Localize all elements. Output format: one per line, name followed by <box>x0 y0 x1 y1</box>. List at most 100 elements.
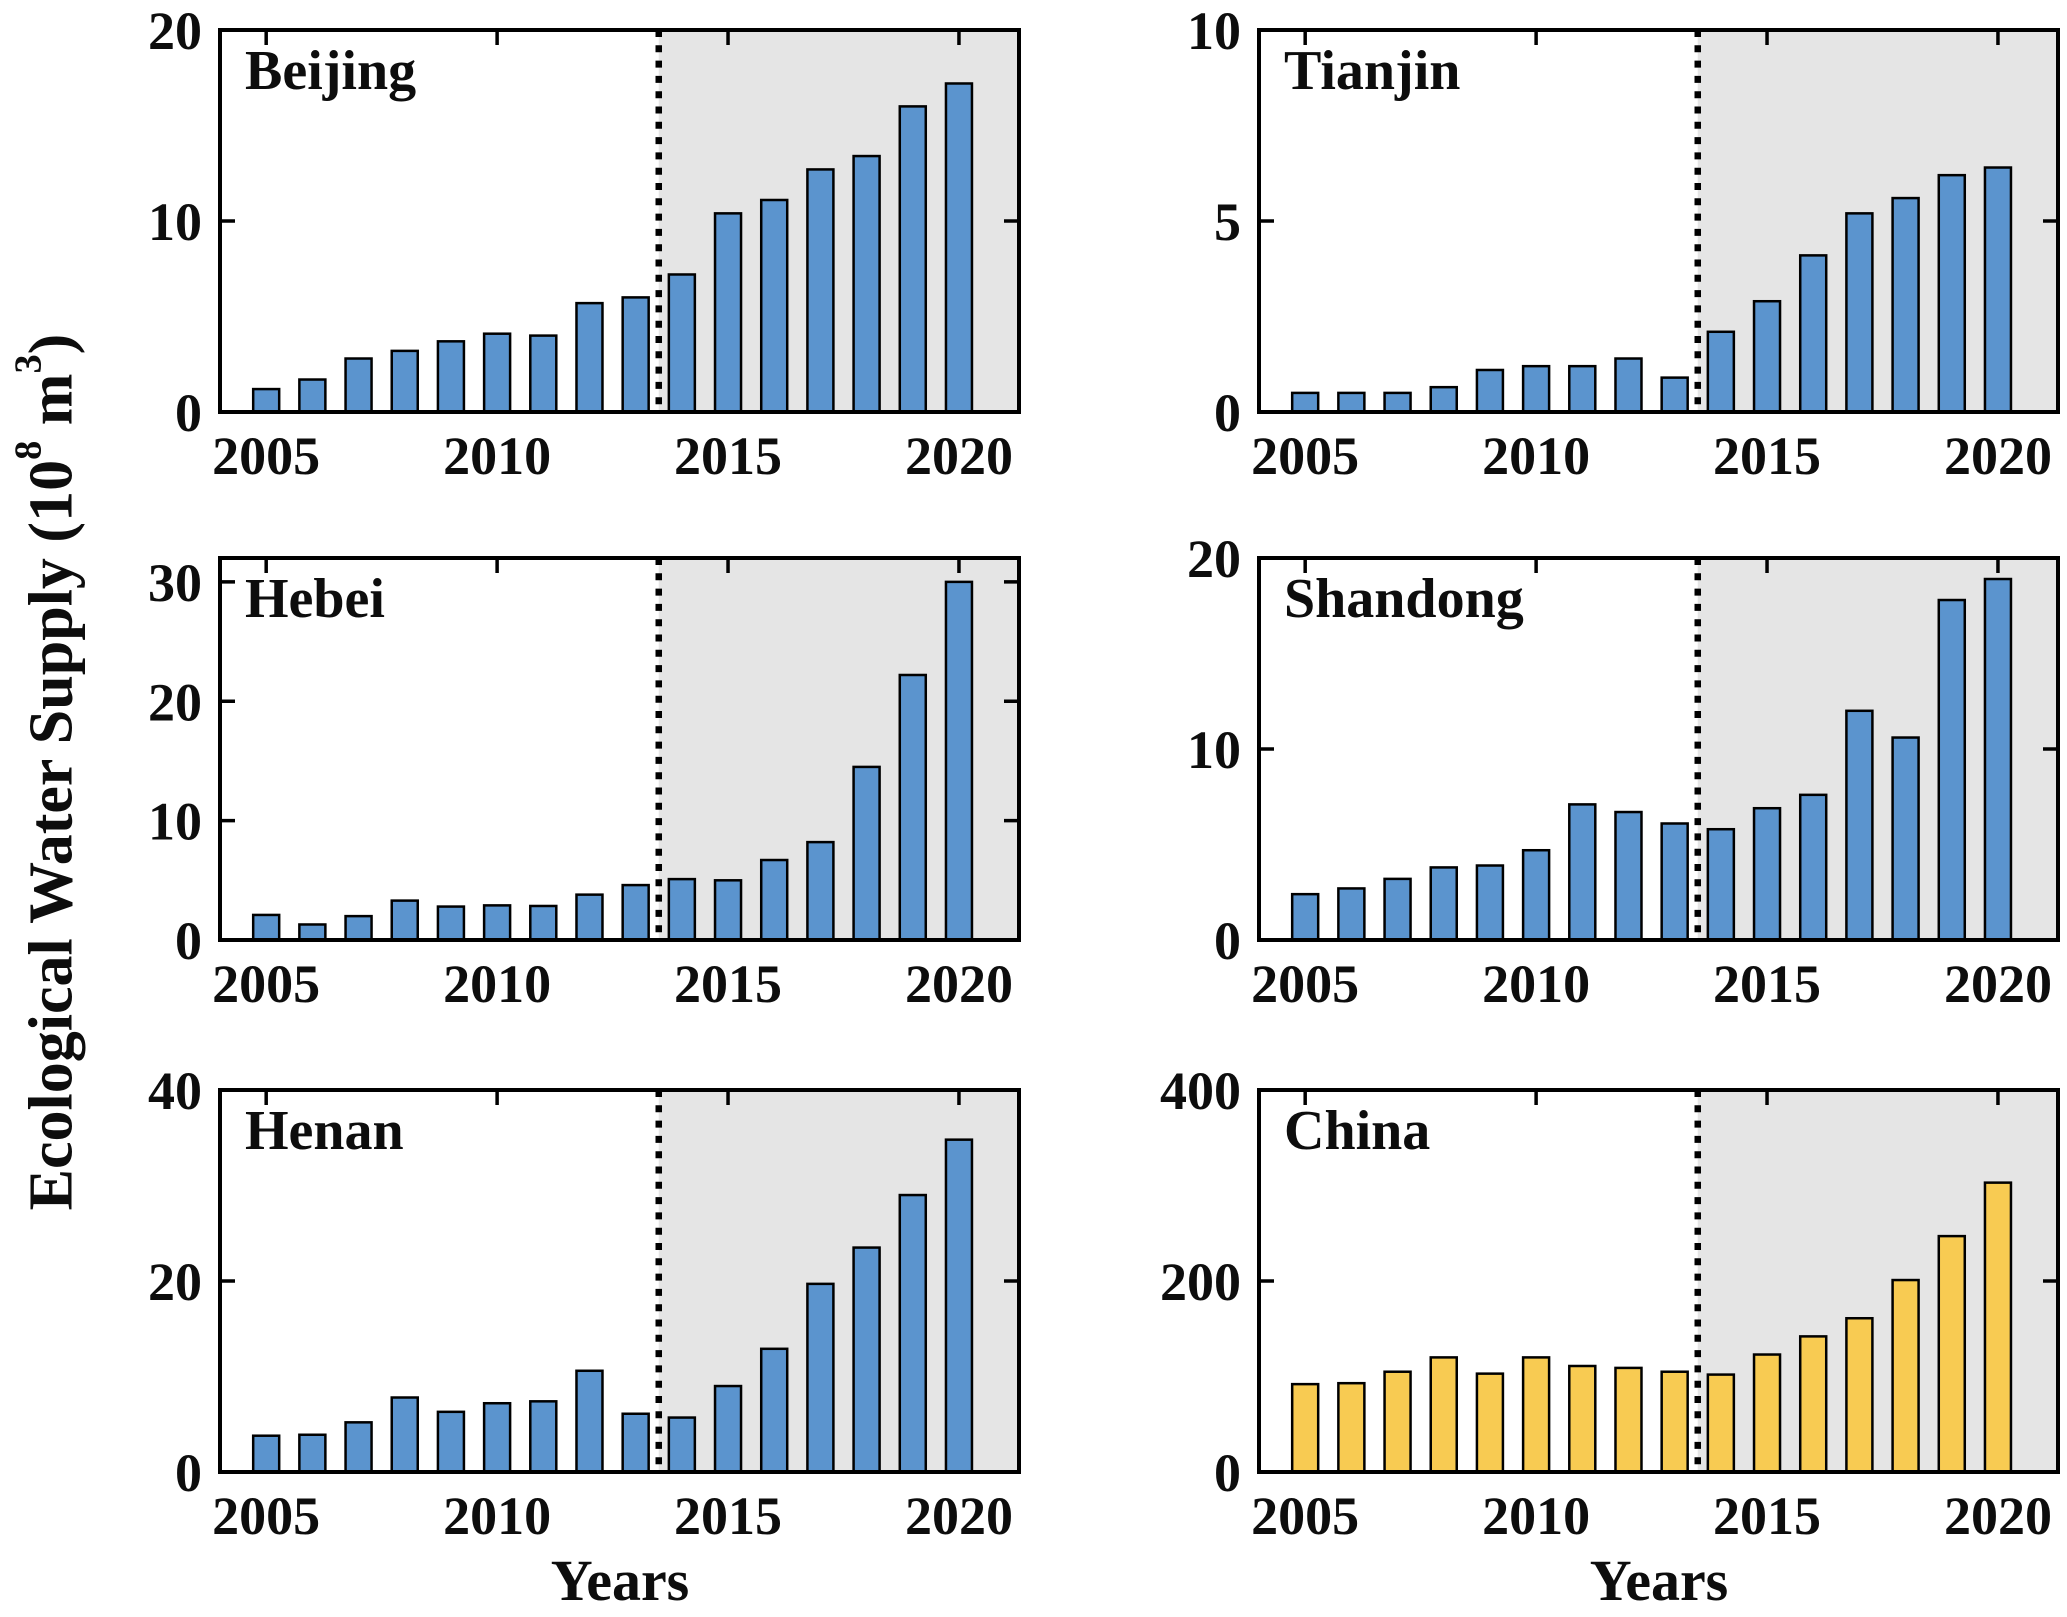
x-tick-label: 2015 <box>1713 426 1821 486</box>
x-tick-label: 2005 <box>212 1486 320 1546</box>
plot-box <box>218 28 1021 414</box>
x-tick-label: 2005 <box>212 426 320 486</box>
y-tick-label: 0 <box>1214 911 1241 971</box>
bar-2011 <box>529 334 558 414</box>
bar-2010 <box>482 1401 512 1474</box>
plot-box <box>1257 556 2060 942</box>
ylabel-superscript-3: 3 <box>7 354 50 374</box>
x-tick-label: 2015 <box>1713 1486 1821 1546</box>
x-tick-label: 2010 <box>1482 1486 1590 1546</box>
bar-2016 <box>1798 254 1828 414</box>
bar-2016 <box>1798 793 1828 942</box>
bar-2008 <box>1429 1356 1458 1474</box>
x-axis-label-left: Years <box>550 1548 690 1613</box>
bar-2011 <box>1568 364 1597 414</box>
ylabel-superscript-8: 8 <box>7 440 50 460</box>
chart-canvas-beijing: 2005 2010 2015 2020 0 10 20 <box>148 1 1021 486</box>
bar-2013 <box>1660 1370 1689 1474</box>
bar-2016 <box>759 198 789 414</box>
panel-title-tianjin: Tianjin <box>1284 40 1461 102</box>
bar-2011 <box>1568 1364 1597 1474</box>
bar-2019 <box>1937 598 1967 942</box>
bar-2005 <box>1290 391 1320 414</box>
bar-2016 <box>759 858 789 942</box>
bar-2007 <box>1383 1370 1412 1474</box>
bar-2019 <box>1937 173 1967 414</box>
bar-2012 <box>575 1369 604 1474</box>
chart-canvas-henan: 2005 2010 2015 2020 0 20 40 <box>148 1061 1021 1546</box>
x-tick-label: 2020 <box>905 1486 1013 1546</box>
y-tick-label: 30 <box>148 553 202 613</box>
x-tick-label: 2005 <box>1251 426 1359 486</box>
bar-2008 <box>390 349 419 414</box>
bar-2020 <box>1983 1181 2013 1474</box>
x-tick-label: 2020 <box>1944 426 2052 486</box>
panel-title-shandong: Shandong <box>1284 568 1524 630</box>
bar-2017 <box>806 168 835 414</box>
y-tick-label: 10 <box>1187 720 1241 780</box>
y-tick-label: 200 <box>1160 1252 1241 1312</box>
bar-2012 <box>1614 357 1643 414</box>
chart-canvas-china: 2005 2010 2015 2020 0 200 400 <box>1160 1061 2060 1546</box>
y-tick-label: 20 <box>148 1252 202 1312</box>
bar-2015 <box>1752 299 1782 414</box>
bar-2006 <box>1337 391 1366 414</box>
plot-box <box>1257 28 2060 414</box>
bar-2005 <box>251 1434 281 1474</box>
y-tick-label: 0 <box>175 911 202 971</box>
bar-2007 <box>1383 391 1412 414</box>
x-tick-label: 2020 <box>1944 1486 2052 1546</box>
x-tick-label: 2005 <box>1251 954 1359 1014</box>
bar-2016 <box>759 1347 789 1474</box>
bar-2017 <box>1845 1316 1874 1474</box>
panel-title-hebei: Hebei <box>245 568 385 630</box>
bar-2020 <box>1983 166 2013 414</box>
bar-2005 <box>251 913 281 942</box>
bar-2011 <box>1568 803 1597 942</box>
bar-2019 <box>1937 1234 1967 1474</box>
bar-2006 <box>1337 887 1366 942</box>
bar-2006 <box>298 1433 327 1474</box>
bar-2015 <box>1752 806 1782 942</box>
panel-title-beijing: Beijing <box>245 40 417 102</box>
y-tick-label: 0 <box>1214 1443 1241 1503</box>
x-tick-label: 2015 <box>674 954 782 1014</box>
bar-2017 <box>1845 709 1874 942</box>
bar-2006 <box>1337 1381 1366 1474</box>
bar-2013 <box>1660 822 1689 942</box>
bar-2011 <box>529 1400 558 1474</box>
bar-2007 <box>344 357 373 414</box>
bar-2007 <box>1383 877 1412 942</box>
plot-box <box>218 1088 1021 1474</box>
x-tick-label: 2015 <box>1713 954 1821 1014</box>
bar-2010 <box>482 904 512 942</box>
bar-2013 <box>1660 376 1689 414</box>
bar-2012 <box>1614 1366 1643 1474</box>
bar-2019 <box>898 105 928 414</box>
bar-2020 <box>944 82 974 414</box>
x-tick-label: 2010 <box>443 1486 551 1546</box>
bar-2007 <box>344 1421 373 1474</box>
bar-2018 <box>852 154 881 414</box>
bar-2010 <box>1521 364 1551 414</box>
bar-2014 <box>1706 827 1736 942</box>
bar-2015 <box>1752 1353 1782 1474</box>
x-tick-label: 2010 <box>1482 954 1590 1014</box>
bar-2009 <box>436 340 466 414</box>
bar-2013 <box>621 1412 650 1474</box>
bar-2009 <box>1475 1372 1505 1474</box>
y-tick-label: 0 <box>175 1443 202 1503</box>
bar-2009 <box>436 1410 466 1474</box>
bar-2017 <box>806 840 835 942</box>
x-tick-label: 2015 <box>674 426 782 486</box>
bar-2009 <box>436 905 466 942</box>
x-axis-label-right: Years <box>1589 1548 1729 1613</box>
bar-2020 <box>944 580 974 942</box>
x-tick-label: 2020 <box>905 426 1013 486</box>
bar-2012 <box>1614 810 1643 942</box>
bar-2020 <box>1983 577 2013 942</box>
x-tick-label: 2020 <box>905 954 1013 1014</box>
bar-2020 <box>944 1138 974 1474</box>
bar-2018 <box>1891 196 1920 414</box>
bar-2010 <box>1521 1356 1551 1474</box>
